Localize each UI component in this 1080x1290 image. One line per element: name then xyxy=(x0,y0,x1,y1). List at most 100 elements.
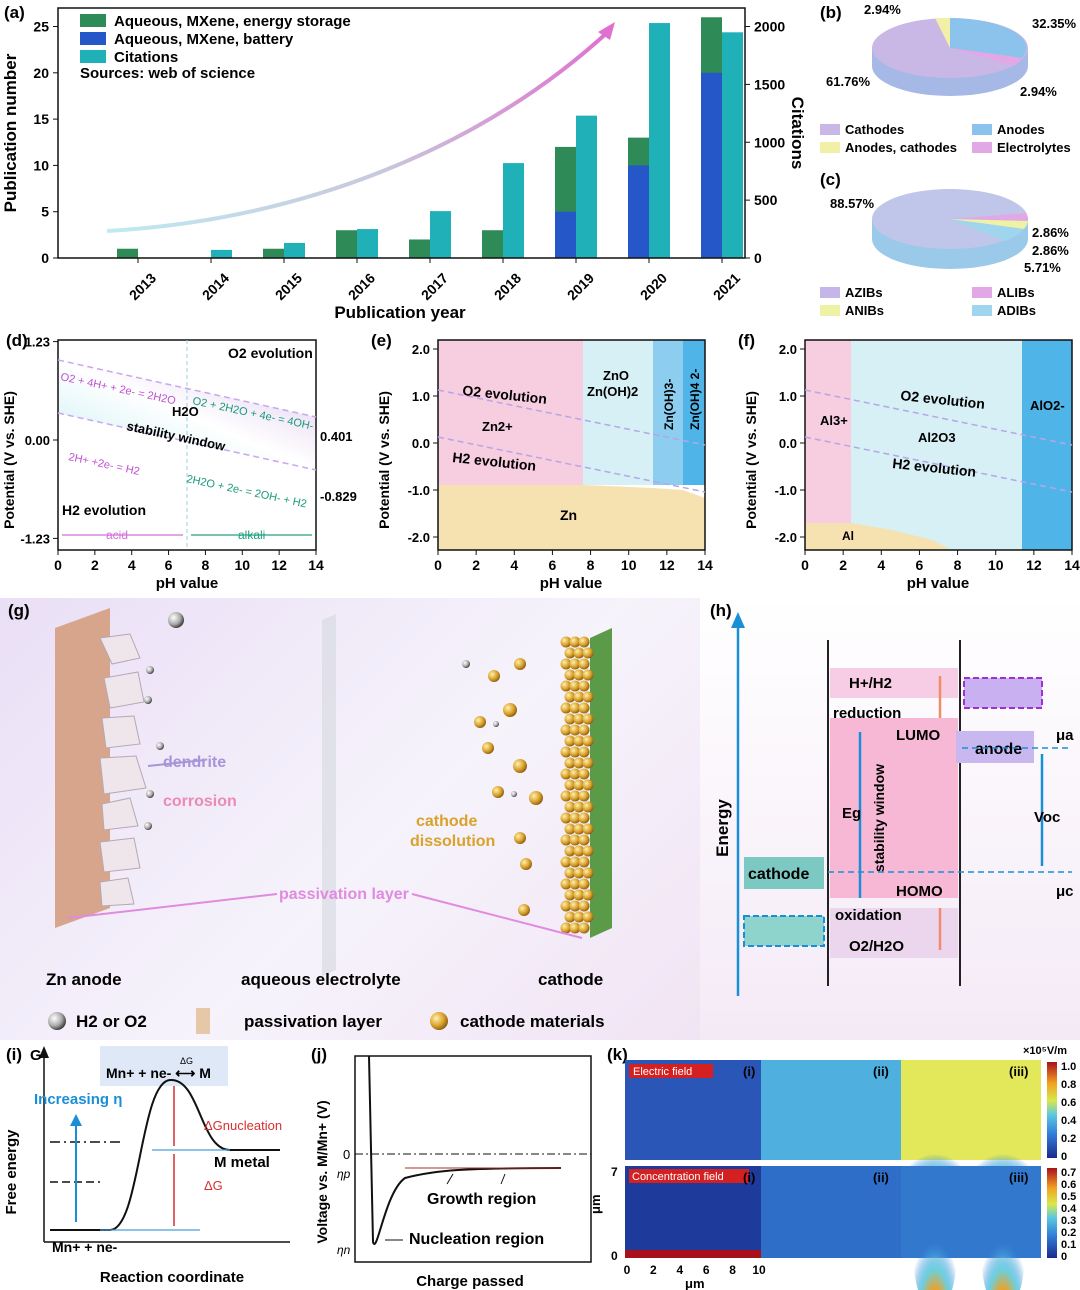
cf-label-iii: (iii) xyxy=(1009,1170,1029,1185)
y2-tick-label: 2000 xyxy=(754,19,785,35)
cathode-particle xyxy=(560,768,572,780)
dendrite-label: dendrite xyxy=(163,754,226,771)
e-h2-line xyxy=(437,436,706,493)
legend-a-item: Aqueous, MXene, battery xyxy=(114,31,294,48)
cathode-particle xyxy=(560,878,572,890)
cathode-particle xyxy=(573,801,585,813)
colorbar-cf-tick: 0.6 xyxy=(1061,1179,1076,1191)
legend-a-swatch xyxy=(80,50,106,63)
bar-battery xyxy=(701,72,722,258)
cathode-particle xyxy=(582,889,594,901)
cathode-particle xyxy=(569,702,581,714)
cathode-particle xyxy=(573,911,585,923)
i-xlabel: Reaction coordinate xyxy=(100,1269,244,1286)
panel-k-maps: (k) Electric field (i) (ii) (iii) Concen… xyxy=(588,1045,1077,1290)
panel-b: (b) 2.94% 32.35% 61.76% 2.94% Cathodes A… xyxy=(800,0,1080,165)
ef-tag xyxy=(629,1064,713,1078)
zn-anode-plate xyxy=(55,608,110,928)
cathode-particle xyxy=(564,845,576,857)
x-tick-label: 2 xyxy=(839,557,847,573)
d-xlabel: pH value xyxy=(156,575,219,592)
pie-b-slice-electrolytes xyxy=(950,48,1022,66)
panel-c-chart: (c) 88.57% 2.86% 2.86% 5.71% AZIBs ALIBs… xyxy=(820,170,1069,318)
stability-region xyxy=(58,360,316,470)
eq3: 2H+ +2e- = H2 xyxy=(67,451,140,478)
zn-anode-label: Zn anode xyxy=(46,970,122,989)
colorbar-cf-tick: 0.2 xyxy=(1061,1227,1076,1239)
x-tick-label: 6 xyxy=(916,557,924,573)
cathode-particle xyxy=(578,680,590,692)
cathode-particle xyxy=(564,647,576,659)
f-al2o3-label: Al2O3 xyxy=(918,430,956,445)
cathode-particle xyxy=(578,900,590,912)
panel-e-label: (e) xyxy=(371,331,392,350)
colorbar-ef xyxy=(1047,1062,1057,1158)
legend-c-swatch-4 xyxy=(972,305,992,316)
cathode-particle xyxy=(578,856,590,868)
value-0829: -0.829 xyxy=(320,489,357,504)
dissolution-label-2: dissolution xyxy=(410,833,495,850)
trend-arrow xyxy=(106,28,612,233)
cathode-particle xyxy=(564,801,576,813)
f-xlabel: pH value xyxy=(907,575,970,592)
legend-a-swatch xyxy=(80,32,106,45)
cathode-label-h: cathode xyxy=(748,866,809,883)
y-tick-label: 0.00 xyxy=(25,433,50,448)
growth-pointer-2 xyxy=(500,1173,506,1185)
cathode-particle xyxy=(582,691,594,703)
legend-b-item-1: Cathodes xyxy=(845,122,904,137)
y-tick-label: -2.0 xyxy=(408,530,430,545)
bar-citations xyxy=(211,249,232,258)
cathode-particle xyxy=(573,867,585,879)
f-h2-line xyxy=(804,436,1073,493)
legend-passivation-label: passivation layer xyxy=(244,1012,382,1031)
cathode-particle xyxy=(560,922,572,934)
eta-p-label: ηp xyxy=(337,1167,351,1181)
corrosion-label: corrosion xyxy=(163,793,237,810)
dissolved-particles xyxy=(474,658,543,916)
k-unit: ×10⁵V/m xyxy=(1023,1045,1067,1057)
panel-j: (j) 0 ηp ηn Growth region Nucleation reg… xyxy=(305,1042,605,1290)
bar-battery xyxy=(555,211,576,258)
bar-energy-storage xyxy=(263,248,284,258)
y-tick-label: 15 xyxy=(33,111,49,127)
cathode-particle xyxy=(560,724,572,736)
ion-label: Mn+ + ne- xyxy=(52,1239,118,1255)
region-al3 xyxy=(805,340,851,550)
cathode-particle xyxy=(582,647,594,659)
panel-b-chart: (b) 2.94% 32.35% 61.76% 2.94% Cathodes A… xyxy=(820,2,1077,155)
bar-citations xyxy=(284,242,305,258)
cathode-particle xyxy=(582,669,594,681)
bar-citations xyxy=(430,211,451,258)
region-al2o3 xyxy=(851,340,1022,550)
colorbar-ef-tick: 0.2 xyxy=(1061,1133,1076,1145)
panel-a: (a) 0 5 10 15 20 25 0 500 1000 1500 2000 2013 2014 20… xyxy=(0,0,807,330)
cathode-particle xyxy=(560,746,572,758)
region-zno xyxy=(583,340,653,485)
cathode-particle xyxy=(560,834,572,846)
growth-pointer-1 xyxy=(446,1173,454,1185)
increasing-eta-label: Increasing η xyxy=(34,1091,122,1108)
bar-energy-storage xyxy=(336,230,357,258)
pie-c-slice-anibs xyxy=(950,219,1028,229)
cf-hotspots-iii xyxy=(913,1192,1025,1290)
k-x-tick-label: 10 xyxy=(752,1263,766,1277)
dg-nucleation-label: ΔGnucleation xyxy=(204,1118,282,1133)
panel-k: (k) Electric field (i) (ii) (iii) Concen… xyxy=(588,1042,1080,1290)
x-tick-label: 0 xyxy=(434,557,442,573)
dissolution-label-1: cathode xyxy=(416,813,477,830)
e-znoh4-label: Zn(OH)4 2- xyxy=(688,369,702,430)
pie-b-slice-anodes-cathodes xyxy=(935,17,950,48)
panel-d-label: (d) xyxy=(6,331,28,350)
voltage-curve xyxy=(368,1055,562,1245)
cathode-particle xyxy=(578,636,590,648)
region-znoh4 xyxy=(683,340,705,485)
y-tick-label: 20 xyxy=(33,65,49,81)
i-g-label: G xyxy=(30,1047,42,1064)
cathode-particle xyxy=(573,647,585,659)
y-tick-label: 1.23 xyxy=(25,335,50,350)
panel-j-label: (j) xyxy=(311,1045,327,1064)
y-tick-label: 0.0 xyxy=(779,436,797,451)
zero-label: 0 xyxy=(343,1147,350,1162)
legend-c-swatch-1 xyxy=(820,287,840,298)
